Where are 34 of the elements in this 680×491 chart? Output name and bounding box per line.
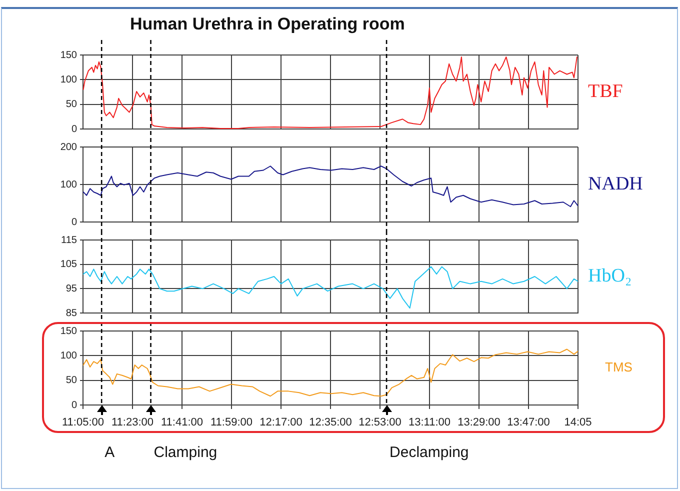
y-tick-label: 0 — [71, 400, 78, 411]
ref-line-label: Clamping — [154, 444, 218, 462]
series-label: TBF — [588, 80, 623, 102]
x-tick-label: 13:47:00 — [507, 416, 550, 429]
x-tick-label: 13:11:00 — [408, 416, 451, 429]
y-tick-label: 150 — [60, 50, 78, 61]
ref-line-label: A — [104, 444, 115, 462]
y-tick-label: 0 — [71, 216, 78, 228]
y-tick-label: 115 — [61, 234, 78, 246]
series-label: NADH — [588, 173, 644, 194]
y-tick-label: 100 — [60, 74, 78, 86]
x-tick-label: 11:41:00 — [160, 416, 204, 429]
y-tick-label: 95 — [66, 283, 78, 294]
y-tick-label: 105 — [60, 259, 78, 270]
y-tick-label: 50 — [66, 375, 78, 386]
y-tick-label: 100 — [60, 179, 78, 190]
y-tick-label: 100 — [60, 350, 78, 362]
x-tick-label: 11:05:00 — [62, 416, 104, 429]
y-tick-label: 150 — [60, 326, 78, 337]
x-tick-label: 11:23:00 — [111, 416, 154, 429]
text: TMS — [605, 360, 633, 375]
x-tick-label: 13:29:00 — [458, 416, 500, 429]
y-tick-label: 200 — [60, 142, 78, 153]
x-tick-label: 14:05 — [564, 416, 592, 429]
x-tick-label: 12:53:00 — [358, 416, 402, 429]
x-tick-label: 12:17:00 — [260, 416, 302, 429]
ref-line-label: Declamping — [390, 444, 469, 462]
x-tick-label: 11:59:00 — [210, 416, 253, 429]
chart-title: Human Urethra in Operating room — [130, 14, 405, 34]
x-tick-label: 12:35:00 — [309, 416, 352, 429]
y-tick-label: 0 — [71, 124, 78, 135]
y-tick-label: 50 — [66, 99, 78, 110]
y-tick-label: 85 — [66, 308, 78, 319]
series-label: HbO₂ — [588, 265, 632, 286]
